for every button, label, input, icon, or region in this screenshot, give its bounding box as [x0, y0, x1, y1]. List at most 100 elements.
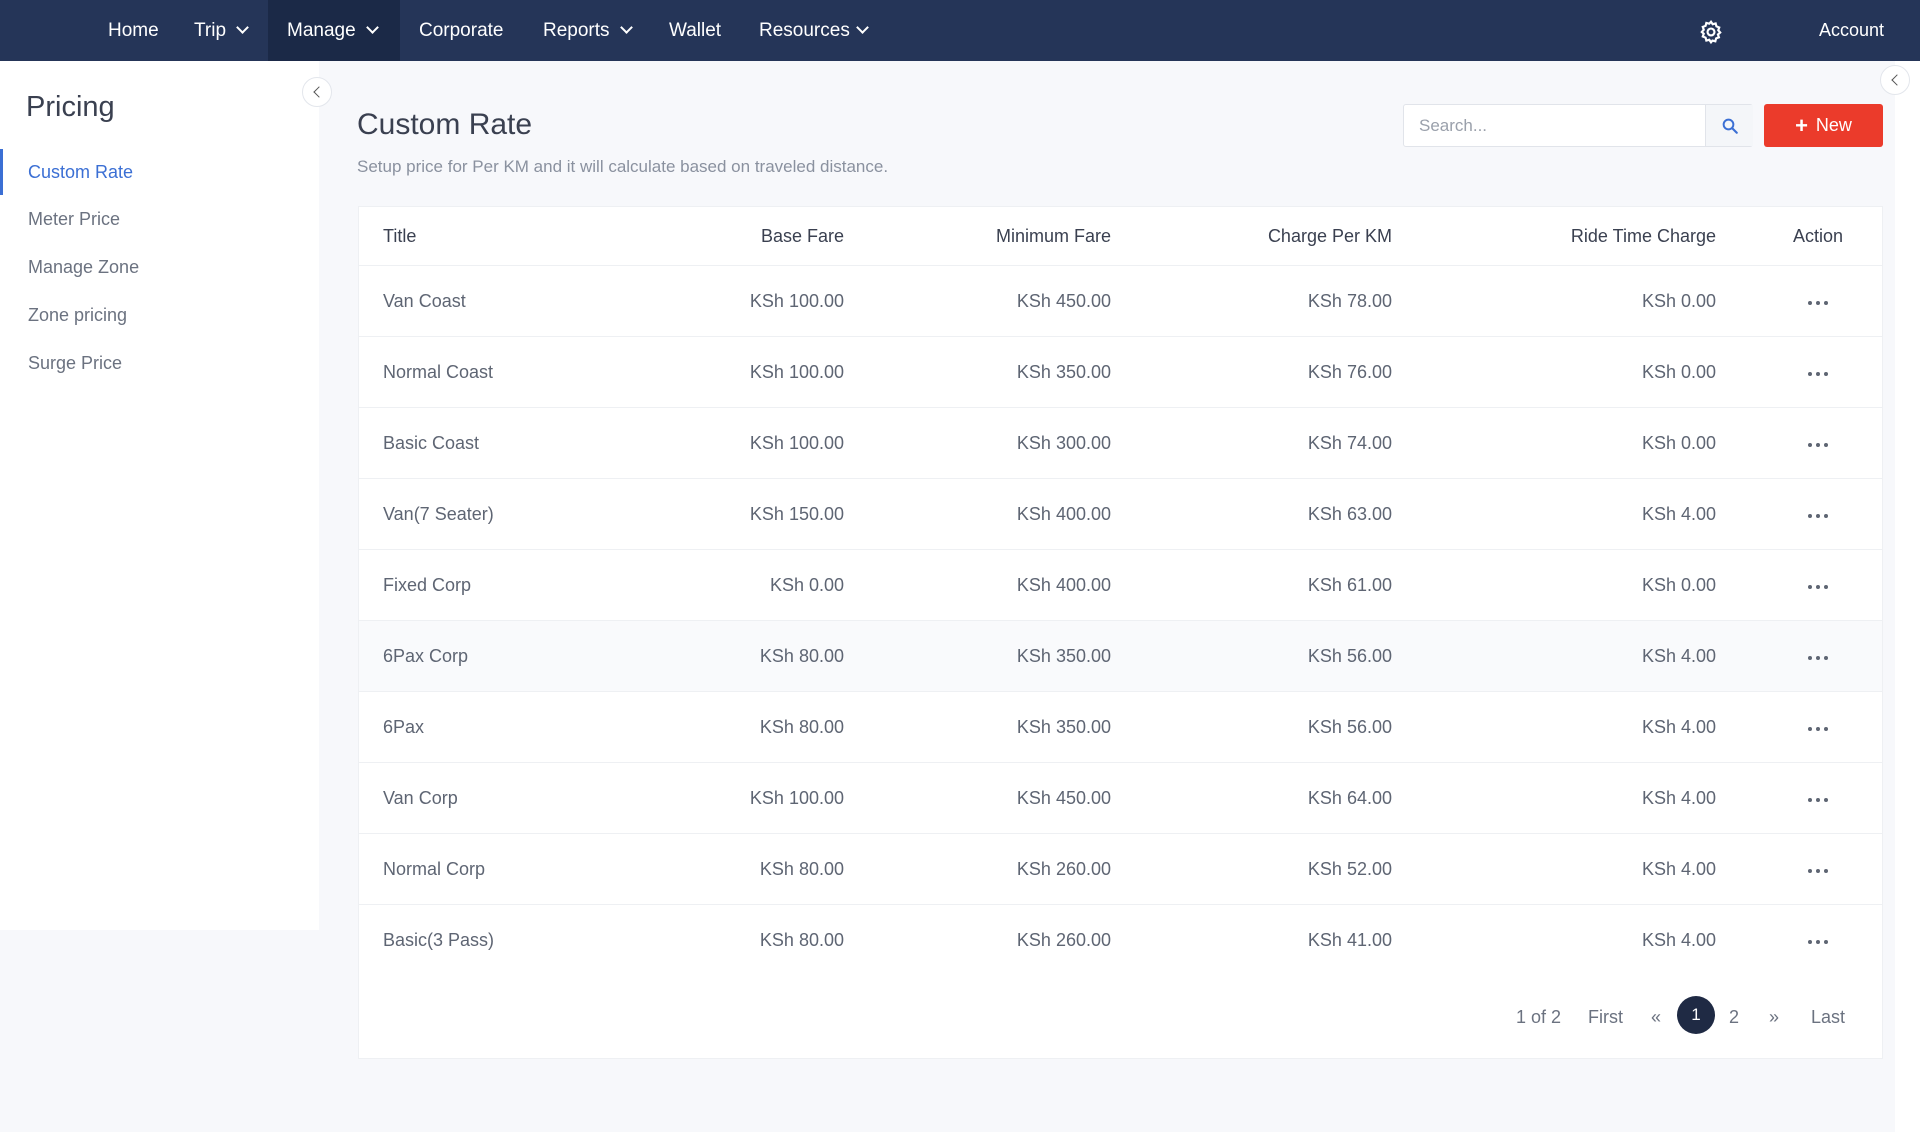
more-dot-icon — [1824, 514, 1828, 518]
more-dot-icon — [1808, 869, 1812, 873]
more-dot-icon — [1824, 372, 1828, 376]
nav-trip[interactable]: Trip — [194, 0, 249, 61]
chevron-down-icon — [365, 21, 379, 34]
cell-minimum-fare: KSh 450.00 — [1016, 291, 1111, 311]
pagination-next[interactable]: » — [1769, 1006, 1780, 1027]
more-dot-icon — [1824, 869, 1828, 873]
cell-ride-time-charge: KSh 4.00 — [1641, 788, 1716, 808]
cell-minimum-fare: KSh 450.00 — [1016, 788, 1111, 808]
nav-wallet-label: Wallet — [669, 19, 722, 41]
pagination-page-1[interactable]: 1 — [1677, 996, 1715, 1034]
sidebar-item-surge-price[interactable]: Surge Price — [0, 340, 319, 386]
more-dot-icon — [1824, 656, 1828, 660]
sidebar-item-custom-rate[interactable]: Custom Rate — [0, 149, 319, 195]
search-button[interactable] — [1705, 105, 1753, 146]
cell-charge-per-km: KSh 56.00 — [1307, 646, 1392, 666]
row-actions-menu[interactable] — [1798, 932, 1838, 952]
more-dot-icon — [1816, 656, 1820, 660]
cell-charge-per-km: KSh 61.00 — [1307, 575, 1392, 595]
more-dot-icon — [1824, 301, 1828, 305]
cell-minimum-fare: KSh 400.00 — [1016, 575, 1111, 595]
nav-reports[interactable]: Reports — [543, 0, 633, 61]
cell-title: Normal Corp — [383, 859, 486, 879]
table-row: 6Pax Corp KSh 80.00 KSh 350.00 KSh 56.00 KSh… — [359, 620, 1882, 691]
row-actions-menu[interactable] — [1798, 435, 1838, 455]
cell-charge-per-km: KSh 52.00 — [1307, 859, 1392, 879]
rates-table: Title Base Fare Minimum Fare Charge Per … — [358, 206, 1883, 1059]
table-row: Basic(3 Pass) KSh 80.00 KSh 260.00 KSh 41.0… — [359, 904, 1882, 975]
sidebar-item-meter-price[interactable]: Meter Price — [0, 196, 319, 242]
pagination-last[interactable]: Last — [1811, 1006, 1846, 1027]
cell-base-fare: KSh 80.00 — [759, 930, 844, 950]
row-actions-menu[interactable] — [1798, 719, 1838, 739]
pagination-page-2[interactable]: 2 — [1729, 1006, 1740, 1027]
cell-ride-time-charge: KSh 0.00 — [1641, 433, 1716, 453]
cell-title: Fixed Corp — [383, 575, 472, 595]
chevron-down-icon — [619, 21, 633, 34]
account-label: Account — [1819, 20, 1885, 40]
collapse-sidebar-button[interactable] — [302, 77, 332, 107]
row-actions-menu[interactable] — [1798, 364, 1838, 384]
cell-minimum-fare: KSh 260.00 — [1016, 930, 1111, 950]
search-box — [1403, 104, 1753, 147]
cell-ride-time-charge: KSh 0.00 — [1641, 575, 1716, 595]
bottom-strip — [0, 1132, 1920, 1134]
sidebar-item-label: Zone pricing — [28, 304, 128, 325]
collapse-right-panel-button[interactable] — [1880, 65, 1910, 95]
sidebar-item-zone-pricing[interactable]: Zone pricing — [0, 292, 319, 338]
page-title: Custom Rate — [357, 108, 533, 141]
row-actions-menu[interactable] — [1798, 577, 1838, 597]
chevron-left-icon — [313, 86, 325, 98]
pagination-first[interactable]: First — [1588, 1006, 1623, 1027]
cell-base-fare: KSh 150.00 — [749, 504, 844, 524]
nav-trip-label: Trip — [194, 19, 227, 41]
more-dot-icon — [1816, 585, 1820, 589]
nav-manage[interactable]: Manage — [268, 0, 400, 61]
search-input[interactable] — [1404, 105, 1704, 146]
nav-home[interactable]: Home — [108, 0, 159, 61]
more-dot-icon — [1808, 798, 1812, 802]
more-dot-icon — [1808, 372, 1812, 376]
sidebar-title: Pricing — [26, 91, 115, 123]
cell-minimum-fare: KSh 400.00 — [1016, 504, 1111, 524]
column-header-title: Title — [383, 225, 417, 246]
cell-base-fare: KSh 0.00 — [769, 575, 844, 595]
row-actions-menu[interactable] — [1798, 293, 1838, 313]
cell-base-fare: KSh 80.00 — [759, 859, 844, 879]
pagination-prev[interactable]: « — [1651, 1006, 1662, 1027]
cell-ride-time-charge: KSh 4.00 — [1641, 930, 1716, 950]
more-dot-icon — [1808, 514, 1812, 518]
nav-resources[interactable]: Resources — [759, 0, 869, 61]
table-row: Normal Corp KSh 80.00 KSh 260.00 KSh 52.00 K… — [359, 833, 1882, 904]
table-row: 6Pax KSh 80.00 KSh 350.00 KSh 56.00 KSh 4.00 — [359, 691, 1882, 762]
cell-minimum-fare: KSh 260.00 — [1016, 859, 1111, 879]
pagination-summary: 1 of 2 — [1516, 1006, 1562, 1027]
right-panel-strip — [1895, 61, 1920, 1134]
nav-corporate-label: Corporate — [419, 19, 504, 41]
more-dot-icon — [1816, 727, 1820, 731]
sidebar-item-manage-zone[interactable]: Manage Zone — [0, 244, 319, 290]
row-actions-menu[interactable] — [1798, 506, 1838, 526]
nav-wallet[interactable]: Wallet — [669, 0, 721, 61]
plus-icon: + — [1795, 112, 1808, 138]
cell-ride-time-charge: KSh 4.00 — [1641, 504, 1716, 524]
cell-title: Van Corp — [383, 788, 458, 808]
cell-charge-per-km: KSh 41.00 — [1307, 930, 1392, 950]
table-row: Van Coast KSh 100.00 KSh 450.00 KSh 78.00 KS… — [359, 265, 1882, 336]
nav-corporate[interactable]: Corporate — [419, 0, 504, 61]
new-button-label: New — [1815, 115, 1852, 135]
new-button[interactable]: + New — [1764, 104, 1883, 147]
more-dot-icon — [1808, 727, 1812, 731]
top-nav: Home Trip Manage Corporate Reports Walle… — [0, 0, 1920, 61]
row-actions-menu[interactable] — [1798, 790, 1838, 810]
cell-title: Van Coast — [383, 291, 466, 311]
more-dot-icon — [1816, 514, 1820, 518]
nav-reports-label: Reports — [543, 19, 610, 41]
more-dot-icon — [1808, 585, 1812, 589]
account-menu[interactable]: Account — [1819, 0, 1884, 61]
gear-icon[interactable] — [1698, 19, 1724, 45]
row-actions-menu[interactable] — [1798, 861, 1838, 881]
row-actions-menu[interactable] — [1798, 648, 1838, 668]
cell-title: Basic Coast — [383, 433, 480, 453]
cell-title: Van(7 Seater) — [383, 504, 494, 524]
